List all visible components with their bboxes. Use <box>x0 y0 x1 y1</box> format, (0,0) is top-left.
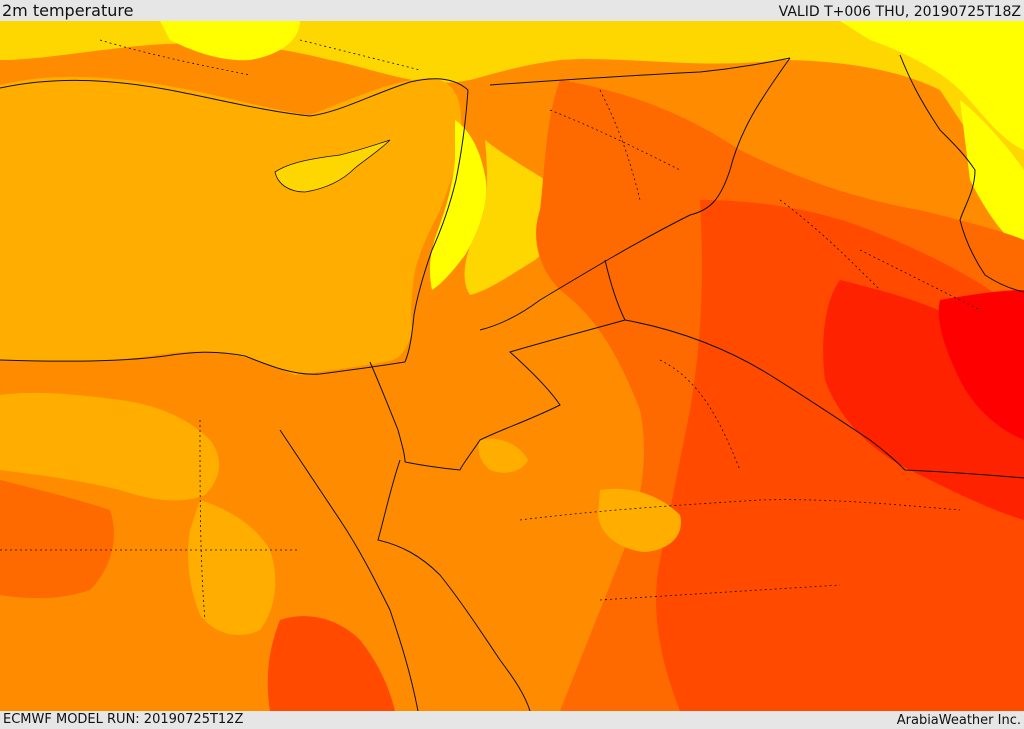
border-syria-turkey <box>489 57 791 86</box>
egypt-red-patch <box>267 616 395 711</box>
dotted-boundary-saudi <box>519 359 961 601</box>
border-egypt-israel <box>369 361 406 463</box>
north-yellow-3 <box>960 100 1024 250</box>
egypt-south-amber <box>188 500 276 635</box>
red-sea <box>300 440 560 711</box>
border-saudi-jordan <box>404 259 626 471</box>
footer-bar: ECMWF MODEL RUN: 20190725T12Z ArabiaWeat… <box>0 711 1024 729</box>
levant-light-zone <box>464 140 564 295</box>
egypt-west-red <box>0 480 114 599</box>
north-yellow-1 <box>160 21 300 61</box>
mediterranean-sea <box>0 76 462 375</box>
interior-hottest <box>938 290 1024 440</box>
desert-light-patch-2 <box>478 438 528 473</box>
coastline-red-sea-east <box>377 459 531 711</box>
egypt-amber <box>0 392 220 501</box>
dotted-boundary-turkey <box>99 39 421 76</box>
valid-time: VALID T+006 THU, 20190725T18Z <box>778 4 1021 20</box>
border-saudi-iraq <box>624 319 1024 479</box>
coastline-red-sea-west <box>279 429 419 711</box>
coastline-levant <box>404 89 469 363</box>
dotted-boundary-egypt <box>0 419 300 621</box>
border-syria-iraq <box>689 57 791 216</box>
temperature-map <box>0 21 1024 711</box>
cyprus <box>274 139 391 193</box>
model-run: ECMWF MODEL RUN: 20190725T12Z <box>3 712 244 727</box>
border-iraq-iran <box>899 54 1024 293</box>
credit-text: ArabiaWeather Inc. <box>896 713 1021 728</box>
desert-light-patch-1 <box>598 488 681 552</box>
map-title: 2m temperature <box>2 1 134 20</box>
levant-yellow-strip <box>430 120 487 290</box>
border-jordan-iraq <box>479 214 691 331</box>
coastline-egypt <box>0 351 406 375</box>
dotted-boundary-syria <box>549 89 681 201</box>
dotted-boundary-iraq <box>779 199 981 311</box>
header-bar: 2m temperature VALID T+006 THU, 20190725… <box>0 0 1024 21</box>
north-yellow-2 <box>840 21 1024 150</box>
coastline-turkey <box>0 78 469 117</box>
